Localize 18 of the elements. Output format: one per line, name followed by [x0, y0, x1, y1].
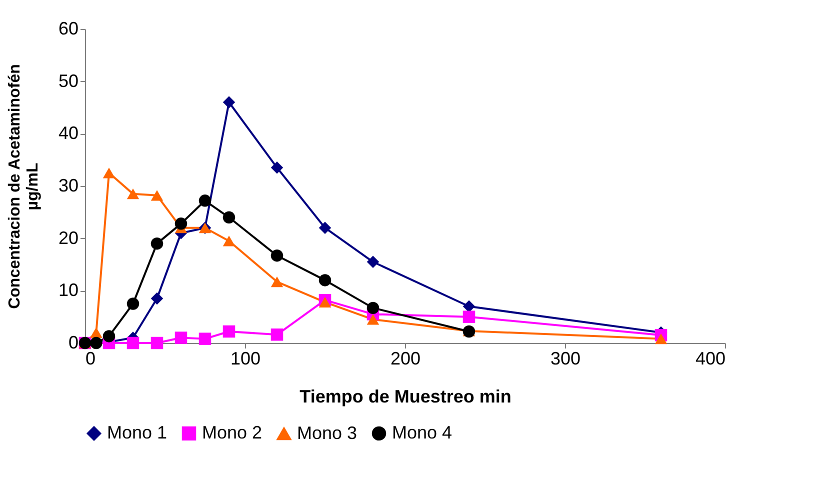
- y-tick-label: 10: [58, 280, 78, 300]
- y-tick-label: 30: [58, 176, 78, 196]
- x-tick-label: 400: [695, 348, 726, 368]
- y-tick-label: 20: [58, 228, 78, 248]
- legend-label: Mono 2: [202, 422, 262, 442]
- x-tick-label: 0: [86, 348, 96, 368]
- x-axis-title: Tiempo de Muestreo min: [300, 386, 512, 406]
- y-tick-label: 0: [68, 332, 78, 352]
- x-tick-label: 200: [390, 348, 421, 368]
- legend-label: Mono 3: [297, 422, 358, 443]
- y-tick-label: 60: [58, 18, 78, 38]
- legend-label: Mono 4: [392, 422, 452, 442]
- x-tick-label: 300: [550, 348, 581, 368]
- y-tick-label: 50: [58, 70, 78, 91]
- y-tick-label: 40: [58, 123, 78, 144]
- x-tick-label: 100: [230, 348, 261, 368]
- y-axis-title: Concentracion de Acetaminofén µg/mL: [6, 64, 42, 309]
- legend-label: Mono 1: [107, 422, 168, 442]
